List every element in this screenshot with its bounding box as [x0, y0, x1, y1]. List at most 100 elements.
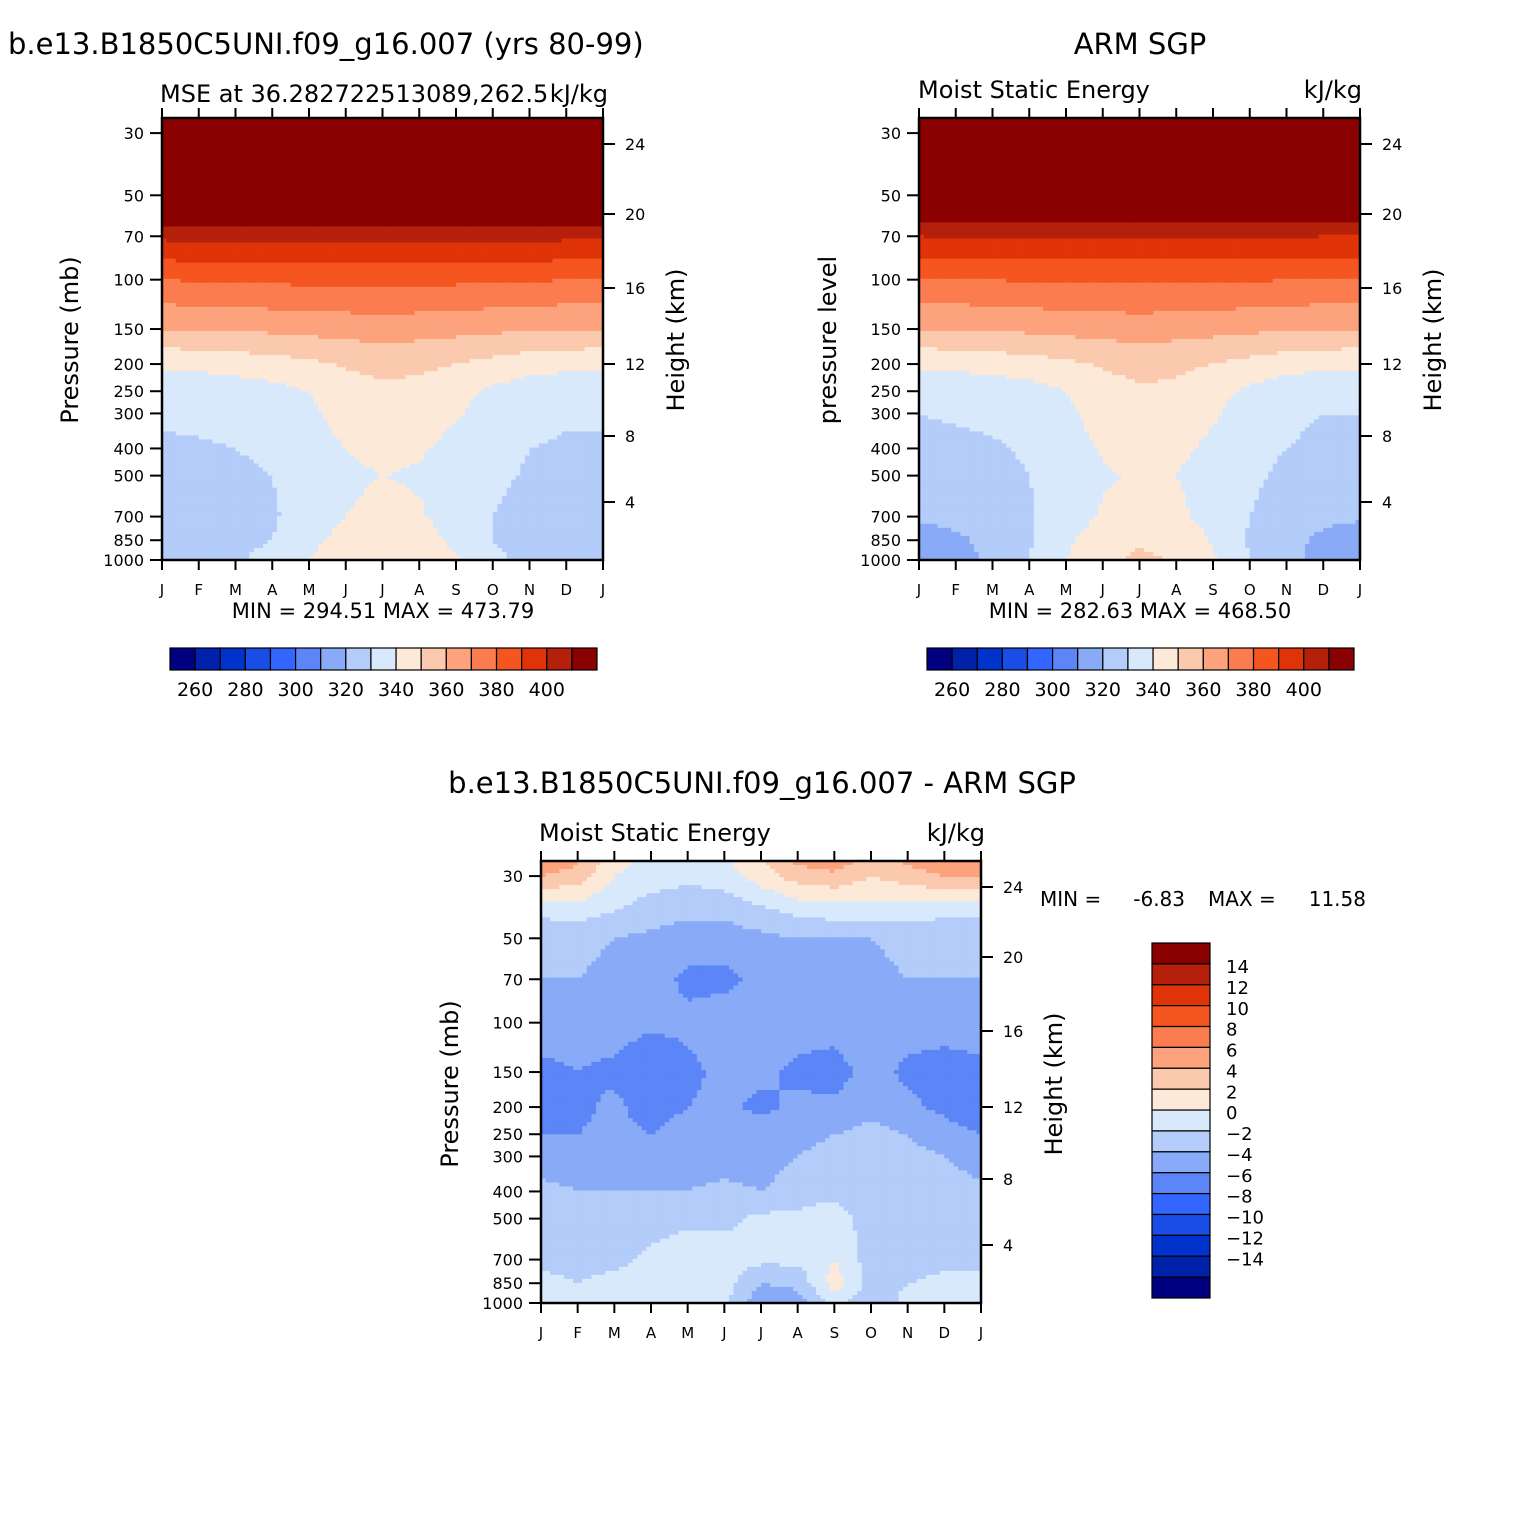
- field-cell: [309, 122, 314, 127]
- field-cell: [185, 279, 190, 284]
- field-cell: [488, 150, 493, 155]
- field-cell: [180, 178, 185, 183]
- field-cell: [502, 267, 507, 272]
- field-cell: [222, 222, 227, 227]
- field-cell: [383, 311, 388, 316]
- field-cell: [281, 178, 286, 183]
- field-cell: [451, 150, 456, 155]
- field-cell: [438, 231, 443, 236]
- field-cell: [254, 210, 259, 215]
- field-cell: [401, 311, 406, 316]
- field-cell: [309, 126, 314, 131]
- field-cell: [479, 134, 484, 139]
- field-cell: [548, 243, 553, 248]
- field-cell: [203, 142, 208, 147]
- field-cell: [295, 283, 300, 288]
- field-cell: [387, 231, 392, 236]
- field-cell: [516, 271, 521, 276]
- field-cell: [474, 130, 479, 135]
- field-cell: [318, 235, 323, 240]
- field-cell: [575, 214, 580, 219]
- field-cell: [291, 222, 296, 227]
- field-cell: [534, 235, 539, 240]
- field-cell: [580, 174, 585, 179]
- field-cell: [295, 222, 300, 227]
- field-cell: [585, 158, 590, 163]
- field-cell: [465, 299, 470, 304]
- field-cell: [552, 295, 557, 300]
- field-cell: [507, 170, 512, 175]
- field-cell: [171, 146, 176, 151]
- field-cell: [194, 158, 199, 163]
- field-cell: [474, 178, 479, 183]
- field-cell: [369, 255, 374, 260]
- field-cell: [484, 259, 489, 264]
- field-cell: [585, 150, 590, 155]
- field-cell: [383, 170, 388, 175]
- field-cell: [461, 210, 466, 215]
- field-cell: [433, 154, 438, 159]
- field-cell: [525, 142, 530, 147]
- field-cell: [217, 134, 222, 139]
- field-cell: [520, 303, 525, 308]
- field-cell: [373, 218, 378, 223]
- field-cell: [415, 267, 420, 272]
- field-cell: [258, 263, 263, 268]
- field-cell: [167, 182, 172, 187]
- field-cell: [516, 190, 521, 195]
- field-cell: [203, 271, 208, 276]
- field-cell: [360, 138, 365, 143]
- field-cell: [525, 251, 530, 256]
- field-cell: [456, 303, 461, 308]
- field-cell: [226, 214, 231, 219]
- field-cell: [295, 287, 300, 292]
- field-cell: [337, 146, 342, 151]
- field-cell: [539, 190, 544, 195]
- field-cell: [226, 126, 231, 131]
- field-cell: [332, 218, 337, 223]
- field-cell: [433, 126, 438, 131]
- field-cell: [401, 150, 406, 155]
- field-cell: [451, 263, 456, 268]
- field-cell: [318, 194, 323, 199]
- field-cell: [346, 239, 351, 244]
- field-cell: [314, 291, 319, 296]
- field-cell: [410, 166, 415, 171]
- field-cell: [405, 323, 410, 328]
- field-cell: [520, 267, 525, 272]
- field-cell: [543, 186, 548, 191]
- field-cell: [369, 259, 374, 264]
- field-cell: [548, 170, 553, 175]
- field-cell: [369, 247, 374, 252]
- field-cell: [552, 214, 557, 219]
- field-cell: [364, 271, 369, 276]
- field-cell: [185, 178, 190, 183]
- field-cell: [562, 210, 567, 215]
- field-cell: [465, 235, 470, 240]
- field-cell: [355, 295, 360, 300]
- field-cell: [507, 186, 512, 191]
- field-cell: [277, 267, 282, 272]
- field-cell: [286, 174, 291, 179]
- field-cell: [488, 279, 493, 284]
- field-cell: [350, 206, 355, 211]
- field-cell: [589, 291, 594, 296]
- field-cell: [520, 291, 525, 296]
- field-cell: [268, 259, 273, 264]
- field-cell: [589, 126, 594, 131]
- field-cell: [428, 162, 433, 167]
- field-cell: [254, 138, 259, 143]
- field-cell: [530, 307, 535, 312]
- field-cell: [332, 323, 337, 328]
- field-cell: [470, 222, 475, 227]
- field-cell: [337, 198, 342, 203]
- field-cell: [405, 255, 410, 260]
- field-cell: [562, 235, 567, 240]
- field-cell: [580, 186, 585, 191]
- field-cell: [318, 267, 323, 272]
- field-cell: [502, 243, 507, 248]
- field-cell: [571, 170, 576, 175]
- field-cell: [180, 303, 185, 308]
- field-cell: [277, 150, 282, 155]
- field-cell: [268, 174, 273, 179]
